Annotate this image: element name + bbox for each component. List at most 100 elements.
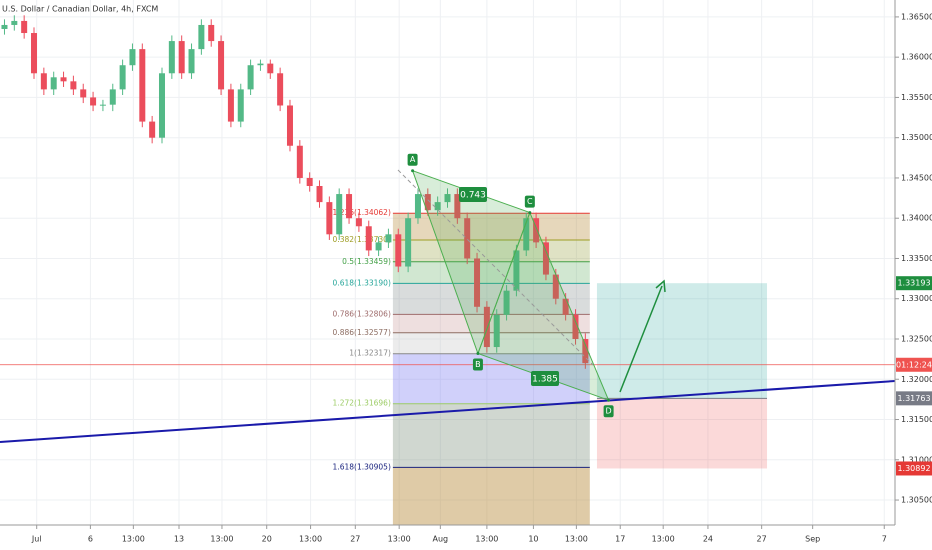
candle-body [227, 89, 234, 122]
ratio-box [531, 371, 559, 386]
candle-body [336, 194, 343, 235]
y-tick-label: 1.32000 [901, 375, 932, 384]
candle-body [50, 77, 57, 90]
candle-body [40, 73, 47, 90]
pattern-point [528, 211, 532, 215]
candle-body [286, 105, 293, 146]
candle-body [119, 65, 126, 90]
y-tick-label: 1.35500 [901, 93, 932, 102]
fib-band [392, 239, 590, 262]
x-tick-label: Aug [433, 535, 449, 544]
candle-body [414, 194, 421, 219]
y-tick-label: 1.33500 [901, 254, 932, 263]
fib-band [392, 332, 590, 354]
candle-body [454, 194, 461, 219]
candle-body [503, 290, 510, 315]
candle-body [21, 20, 28, 34]
pattern-label-box [524, 195, 535, 208]
candle-body [523, 218, 530, 251]
fib-label: 0.382(1.33730) [333, 235, 391, 244]
x-tick-label: 27 [757, 535, 767, 544]
candle-body [375, 242, 382, 251]
candle-body [542, 242, 549, 275]
fib-label: 0.618(1.33190) [333, 278, 391, 287]
candle-body [168, 41, 175, 74]
x-tick-label: 7 [882, 535, 887, 544]
candle-body [178, 41, 185, 74]
x-tick-label: 10 [528, 535, 538, 544]
pattern-label-box [603, 405, 614, 418]
axis-labels: 1.36500 1.36000 1.35500 1.35000 1.34500 1.340… [31, 12, 932, 544]
y-tick-label: 1.34000 [901, 214, 932, 223]
candle-body [218, 41, 225, 90]
candle-body [464, 218, 471, 259]
arrow-shaft [619, 285, 663, 393]
fib-label: 1.272(1.31696) [333, 399, 391, 408]
y-tick-label: 1.36500 [901, 12, 932, 21]
candle-body [434, 202, 441, 211]
ratio-box [459, 187, 487, 202]
candle-body [306, 177, 313, 187]
candle-body [198, 24, 205, 50]
candle-body [355, 218, 362, 227]
trend-line [0, 380, 896, 443]
y-tick-label: 1.31000 [901, 455, 932, 464]
x-tick-label: 6 [88, 535, 93, 544]
fib-band [392, 314, 590, 333]
candle-body [582, 338, 589, 364]
long-position [0, 283, 895, 469]
candle-body [483, 306, 490, 348]
pattern-label: B [475, 360, 481, 369]
candle-body [424, 194, 431, 211]
x-tick-label: 13:00 [652, 535, 675, 544]
candle-body [109, 89, 116, 105]
candle-body [346, 194, 353, 219]
candle-body [277, 73, 284, 106]
candle-body [90, 97, 97, 106]
candle-body [70, 81, 77, 90]
x-tick-label: 13:00 [122, 535, 145, 544]
fib-label: 0.5(1.33459) [342, 257, 391, 266]
pattern-point [476, 351, 480, 355]
candle-body [1, 24, 8, 29]
candle-body [493, 314, 500, 348]
pattern-label: A [410, 155, 416, 164]
price-tag-label: 1.31763 [897, 394, 930, 403]
candle-body [316, 186, 323, 203]
pattern-point [607, 398, 611, 402]
candle-body [31, 33, 38, 74]
price-tag [896, 461, 932, 476]
candle-body [572, 314, 579, 339]
candle-body [60, 77, 67, 82]
ratio-label: 1.385 [532, 375, 558, 385]
pattern-label-box [407, 153, 418, 166]
candle-body [405, 218, 412, 267]
candle-body [552, 274, 559, 299]
candle-body [139, 49, 146, 122]
price-axis [895, 0, 932, 550]
fib-band [392, 213, 590, 240]
candle-body [444, 194, 451, 203]
pattern-label: C [527, 197, 533, 206]
y-tick-label: 1.30500 [901, 496, 932, 505]
price-tag [896, 357, 932, 372]
candle-body [129, 49, 136, 66]
candle-body [365, 226, 372, 251]
candle-body [99, 104, 106, 106]
fib-band [392, 261, 590, 284]
candle-body [385, 234, 392, 243]
price-tag-label: 1.30892 [897, 464, 930, 473]
stop-zone [596, 398, 768, 469]
candle-body [237, 89, 244, 122]
y-tick-label: 1.34500 [901, 173, 932, 182]
fib-retracement: 1.236(1.34062) 0.382(1.33730) 0.5(1.33459)… [333, 208, 590, 525]
y-tick-label: 1.31500 [901, 415, 932, 424]
candle-body [533, 218, 540, 243]
candle-body [247, 65, 254, 90]
x-tick-label: 24 [703, 535, 713, 544]
fib-label: 0.886(1.32577) [333, 328, 391, 337]
fib-band [392, 403, 590, 468]
fib-label: 1.618(1.30905) [333, 462, 391, 471]
